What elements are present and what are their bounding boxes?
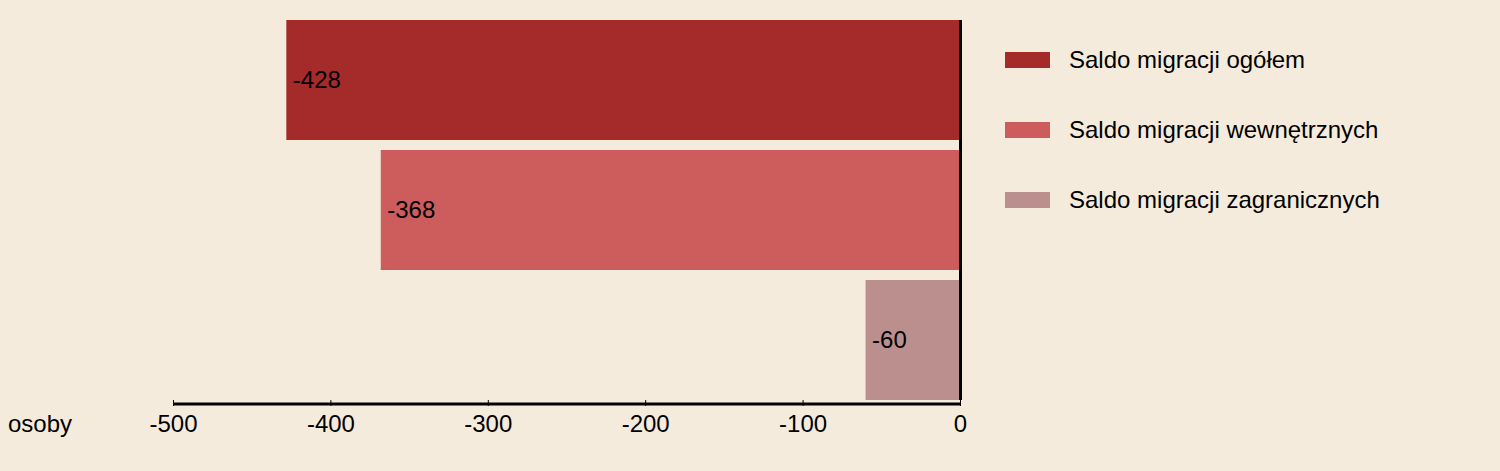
svg-text:-300: -300 [464, 410, 512, 437]
svg-text:-368: -368 [387, 196, 435, 223]
svg-text:-400: -400 [307, 410, 355, 437]
html-text:Saldo migracji zagranicznych: Saldo migracji zagranicznych [1069, 186, 1380, 213]
html-text:Saldo migracji ogółem: Saldo migracji ogółem [1069, 46, 1306, 73]
svg-text:0: 0 [954, 410, 967, 437]
html-text:osoby: osoby [8, 410, 72, 437]
svg-text:-60: -60 [872, 326, 907, 353]
svg-text:-100: -100 [779, 410, 827, 437]
svg-text:-500: -500 [149, 410, 197, 437]
html-text:Saldo migracji wewnętrznych: Saldo migracji wewnętrznych [1069, 116, 1379, 143]
svg-text:-200: -200 [622, 410, 670, 437]
svg-text:-428: -428 [293, 66, 341, 93]
